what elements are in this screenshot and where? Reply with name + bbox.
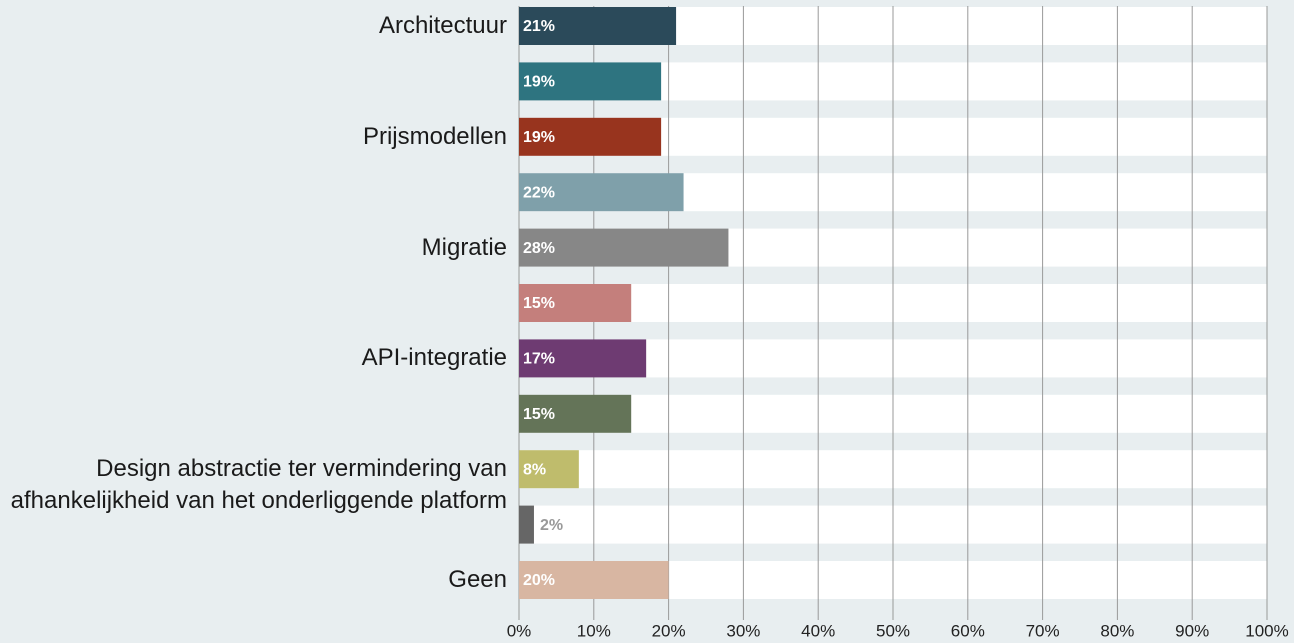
x-tick-label: 0% xyxy=(507,621,532,640)
category-label: Design abstractie ter vermindering van a… xyxy=(10,455,507,515)
bar xyxy=(519,561,669,599)
bar xyxy=(519,228,729,267)
x-tick-label: 10% xyxy=(577,621,611,640)
x-tick-label: 100% xyxy=(1245,621,1288,640)
bar-value-label: 28% xyxy=(523,240,555,257)
bar-value-label: 22% xyxy=(523,184,555,201)
bar-value-label: 19% xyxy=(523,129,555,146)
x-tick-label: 60% xyxy=(951,621,985,640)
bar xyxy=(519,62,662,101)
bar xyxy=(519,173,684,212)
bar-value-label: 19% xyxy=(523,74,555,91)
bar xyxy=(519,7,677,45)
x-tick-label: 30% xyxy=(726,621,760,640)
bar xyxy=(519,284,632,322)
bar-value-label: 8% xyxy=(523,461,546,478)
x-tick-label: 70% xyxy=(1026,621,1060,640)
category-label: Architectuur xyxy=(378,12,507,39)
bar xyxy=(519,394,632,433)
bar xyxy=(519,450,579,489)
bar-value-label: 15% xyxy=(523,295,555,312)
x-tick-label: 80% xyxy=(1100,621,1134,640)
x-tick-label: 50% xyxy=(876,621,910,640)
x-tick-label: 20% xyxy=(652,621,686,640)
bar-value-label: 17% xyxy=(523,351,555,368)
bar-value-label: 21% xyxy=(523,18,555,35)
category-label: Geen xyxy=(448,566,507,593)
category-label: Migratie xyxy=(421,233,507,261)
bar xyxy=(519,117,662,156)
bar-value-label: 2% xyxy=(540,517,563,534)
bar-value-label: 20% xyxy=(523,572,555,589)
bar xyxy=(519,505,534,544)
x-tick-label: 90% xyxy=(1175,621,1209,640)
x-tick-label: 40% xyxy=(801,621,835,640)
category-label: Prijsmodellen xyxy=(362,122,507,150)
bar-value-label: 15% xyxy=(523,406,555,423)
bar xyxy=(519,339,647,378)
category-label: API-integratie xyxy=(361,344,507,372)
